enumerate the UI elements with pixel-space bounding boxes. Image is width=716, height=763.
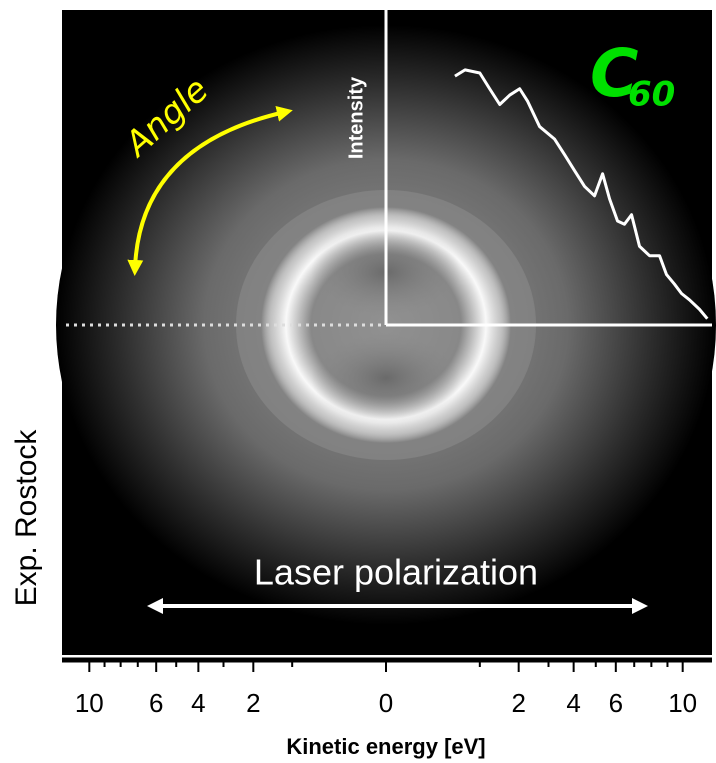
chart: Intensity Angle C 60 Laser polarization … bbox=[0, 0, 716, 763]
molecule-subscript: 60 bbox=[628, 75, 675, 115]
x-tick-label: 4 bbox=[191, 688, 205, 718]
x-label: Kinetic energy [eV] bbox=[286, 734, 485, 759]
x-tick-label: 4 bbox=[566, 688, 580, 718]
x-tick-label: 0 bbox=[379, 688, 393, 718]
x-tick-label: 2 bbox=[246, 688, 260, 718]
polarization-label: Laser polarization bbox=[254, 552, 538, 593]
x-tick-label: 10 bbox=[668, 688, 697, 718]
credit-label: Exp. Rostock bbox=[10, 429, 43, 607]
image-lobe bbox=[311, 333, 461, 423]
x-tick-label: 6 bbox=[149, 688, 163, 718]
x-tick-label: 6 bbox=[609, 688, 623, 718]
page: Intensity Angle C 60 Laser polarization … bbox=[0, 0, 716, 763]
x-tick-label: 10 bbox=[75, 688, 104, 718]
y-label: Intensity bbox=[345, 76, 367, 159]
x-tick-label: 2 bbox=[511, 688, 525, 718]
